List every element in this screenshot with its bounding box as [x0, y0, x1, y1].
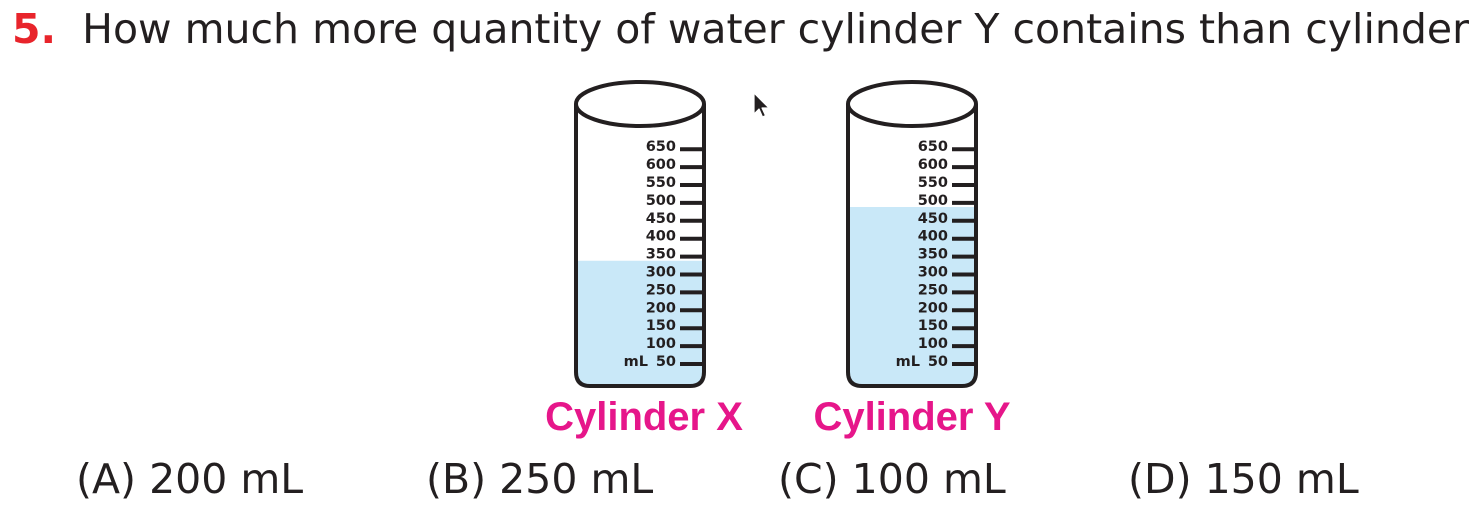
- tick-label: 250: [646, 282, 676, 298]
- tick-label: 200: [646, 300, 676, 316]
- option-a[interactable]: (A) 200 mL: [76, 455, 304, 503]
- tick-label: 450: [918, 211, 948, 227]
- cylinder-rim: [574, 80, 706, 128]
- question: 5. How much more quantity of water cylind…: [12, 2, 1480, 56]
- option-b[interactable]: (B) 250 mL: [426, 455, 654, 503]
- tick-label: 550: [646, 175, 676, 191]
- option-d[interactable]: (D) 150 mL: [1128, 455, 1359, 503]
- cylinder-body: [846, 104, 978, 388]
- tick-label: 350: [646, 247, 676, 263]
- option-c[interactable]: (C) 100 mL: [778, 455, 1006, 503]
- unit-label: mL: [896, 354, 920, 370]
- tick-label: 300: [918, 265, 948, 281]
- tick-label: 550: [918, 175, 948, 191]
- cylinder-x-label: Cylinder X: [545, 395, 743, 439]
- tick-label: 300: [646, 265, 676, 281]
- tick-label: 400: [918, 229, 948, 245]
- tick-label: 450: [646, 211, 676, 227]
- tick-label: 600: [918, 157, 948, 173]
- tick-label: 100: [918, 336, 948, 352]
- tick-label: 650: [918, 139, 948, 155]
- tick-label: 600: [646, 157, 676, 173]
- water-fill: [576, 260, 704, 386]
- tick-label: 500: [646, 193, 676, 209]
- tick-label: 150: [918, 318, 948, 334]
- water-fill: [848, 207, 976, 386]
- tick-label: 150: [646, 318, 676, 334]
- cylinder-y-label: Cylinder Y: [813, 395, 1011, 439]
- mouse-pointer-icon: [753, 92, 770, 118]
- unit-label: mL: [624, 354, 648, 370]
- tick-label: 50: [928, 354, 948, 370]
- tick-label: 350: [918, 247, 948, 263]
- tick-label: 250: [918, 282, 948, 298]
- question-number: 5.: [12, 5, 57, 53]
- tick-label: 200: [918, 300, 948, 316]
- tick-label: 650: [646, 139, 676, 155]
- tick-label: 50: [656, 354, 676, 370]
- tick-label: 400: [646, 229, 676, 245]
- tick-label: 100: [646, 336, 676, 352]
- cylinder-body: [574, 104, 706, 388]
- question-text: How much more quantity of water cylinder…: [82, 5, 1480, 53]
- cylinder-rim: [846, 80, 978, 128]
- tick-label: 500: [918, 193, 948, 209]
